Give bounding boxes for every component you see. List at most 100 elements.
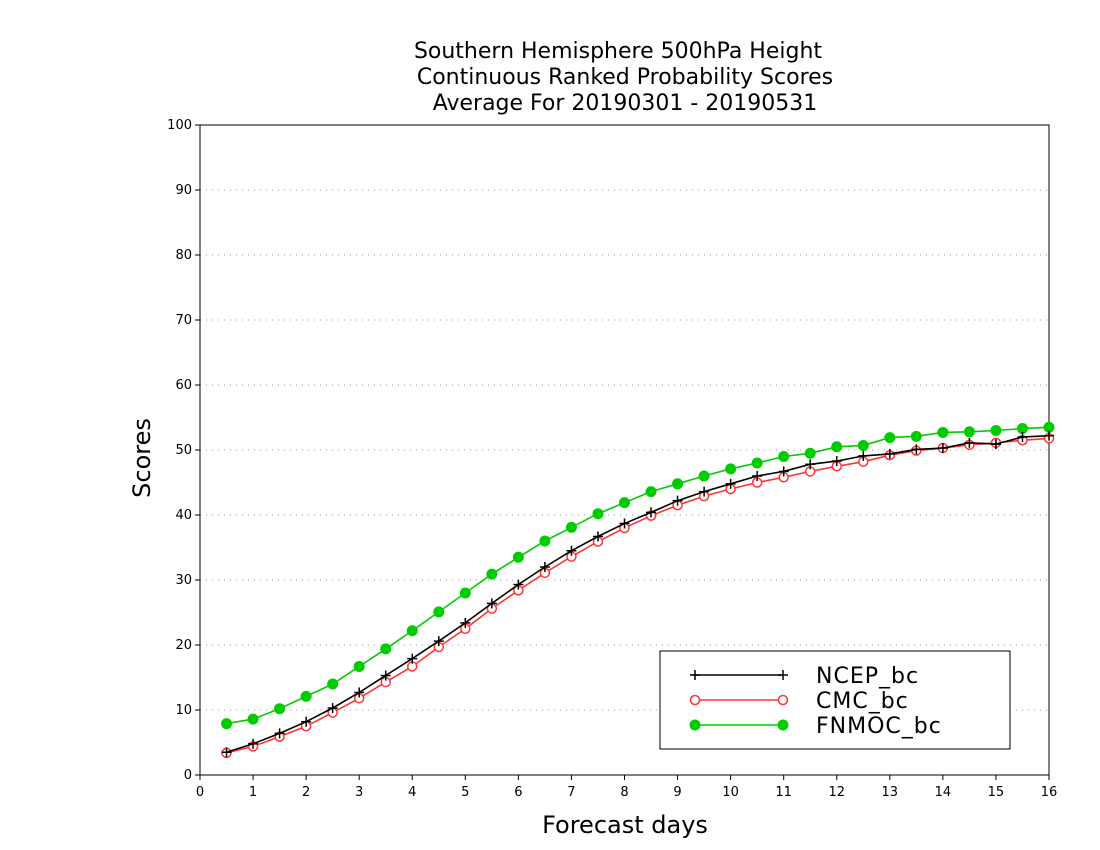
y-tick-label: 50 (175, 443, 192, 458)
x-tick-label: 7 (567, 785, 575, 800)
chart-title-line-3: Average For 20190301 - 20190531 (433, 91, 818, 116)
x-tick-label: 5 (461, 785, 469, 800)
y-tick-label: 0 (184, 768, 192, 783)
data-point-fnmoc-bc (751, 457, 763, 469)
data-point-fnmoc-bc (804, 447, 816, 459)
data-point-fnmoc-bc (778, 451, 790, 462)
y-tick-label: 20 (175, 638, 192, 653)
data-point-fnmoc-bc (645, 486, 657, 498)
legend-entry-fnmoc-bc: FNMOC_bc (689, 714, 942, 739)
data-point-fnmoc-bc (539, 535, 551, 547)
data-point-ncep-bc (858, 450, 869, 461)
data-point-ncep-bc (964, 437, 975, 448)
data-point-fnmoc-bc (565, 521, 577, 533)
data-point-ncep-bc (407, 653, 418, 664)
data-point-ncep-bc (1044, 430, 1054, 441)
legend-label-fnmoc-bc: FNMOC_bc (816, 714, 942, 739)
data-point-ncep-bc (646, 507, 657, 518)
data-point-ncep-bc (248, 738, 259, 749)
data-point-ncep-bc (725, 478, 736, 489)
data-point-ncep-bc (778, 466, 789, 477)
data-point-ncep-bc (937, 443, 948, 454)
data-point-fnmoc-bc (884, 432, 896, 444)
data-point-ncep-bc (1017, 432, 1028, 442)
x-tick-label: 15 (988, 785, 1005, 800)
legend-label-ncep-bc: NCEP_bc (816, 664, 919, 689)
chart-title-line-2: Continuous Ranked Probability Scores (417, 65, 833, 90)
data-point-ncep-bc (990, 439, 1001, 450)
data-point-fnmoc-bc (247, 713, 259, 725)
legend-entry-ncep-bc: NCEP_bc (690, 664, 919, 689)
data-point-fnmoc-bc (433, 606, 445, 618)
x-tick-label: 16 (1041, 785, 1058, 800)
series-ncep-bc (221, 430, 1054, 758)
legend-marker (689, 719, 701, 731)
x-tick-label: 8 (620, 785, 628, 800)
y-tick-label: 40 (175, 508, 192, 523)
y-tick-label: 60 (175, 378, 192, 393)
x-axis-ticks: 0 1 2 3 4 5 6 7 8 9 10 11 12 13 14 15 16 (196, 775, 1057, 800)
data-point-ncep-bc (592, 531, 603, 542)
x-tick-label: 4 (408, 785, 416, 800)
data-point-fnmoc-bc (857, 439, 869, 451)
legend-marker (689, 694, 701, 706)
data-point-fnmoc-bc (831, 441, 843, 453)
data-point-ncep-bc (566, 545, 577, 556)
legend-marker (690, 670, 700, 680)
data-point-fnmoc-bc (274, 703, 286, 715)
x-tick-label: 13 (882, 785, 899, 800)
y-tick-label: 70 (175, 313, 192, 328)
data-point-ncep-bc (221, 747, 232, 758)
data-point-fnmoc-bc (725, 463, 737, 475)
x-tick-label: 11 (775, 785, 792, 800)
x-tick-label: 14 (935, 785, 952, 800)
data-point-fnmoc-bc (406, 625, 418, 637)
y-tick-label: 10 (175, 703, 192, 718)
data-point-ncep-bc (831, 456, 842, 467)
legend-entry-cmc-bc: CMC_bc (689, 689, 909, 714)
x-tick-label: 0 (196, 785, 204, 800)
chart-title-line-1: Southern Hemisphere 500hPa Height (414, 39, 822, 64)
chart-title: Southern Hemisphere 500hPa Height Contin… (414, 39, 833, 116)
y-tick-label: 100 (167, 118, 192, 133)
data-point-ncep-bc (274, 728, 285, 739)
data-point-fnmoc-bc (619, 497, 630, 509)
legend-marker (777, 719, 789, 731)
legend-marker (777, 694, 789, 706)
x-tick-label: 3 (355, 785, 363, 800)
data-point-ncep-bc (672, 495, 683, 506)
data-point-fnmoc-bc (353, 660, 365, 672)
x-tick-label: 10 (722, 785, 739, 800)
data-point-fnmoc-bc (937, 426, 949, 438)
x-tick-label: 2 (302, 785, 310, 800)
x-tick-label: 9 (673, 785, 681, 800)
legend-label-cmc-bc: CMC_bc (816, 689, 909, 714)
data-point-fnmoc-bc (486, 568, 498, 580)
data-point-ncep-bc (539, 562, 550, 572)
data-point-ncep-bc (380, 670, 391, 681)
data-point-ncep-bc (619, 518, 630, 529)
data-point-ncep-bc (354, 687, 365, 698)
series-layer (221, 421, 1055, 759)
data-point-fnmoc-bc (672, 478, 684, 490)
data-point-ncep-bc (752, 471, 763, 481)
data-point-ncep-bc (911, 444, 922, 455)
data-point-fnmoc-bc (990, 425, 1002, 436)
data-point-ncep-bc (301, 716, 312, 727)
data-point-ncep-bc (805, 459, 816, 470)
y-axis-title: Scores (128, 418, 156, 498)
y-tick-label: 30 (175, 573, 192, 588)
data-point-fnmoc-bc (459, 587, 471, 599)
data-point-ncep-bc (884, 448, 895, 459)
data-point-fnmoc-bc (963, 426, 975, 438)
data-point-ncep-bc (327, 703, 338, 714)
x-tick-label: 6 (514, 785, 522, 800)
x-tick-label: 1 (249, 785, 257, 800)
data-point-ncep-bc (460, 617, 471, 628)
y-tick-label: 90 (175, 183, 192, 198)
data-point-fnmoc-bc (300, 690, 312, 702)
data-point-ncep-bc (433, 636, 444, 647)
data-point-ncep-bc (486, 598, 497, 609)
data-point-fnmoc-bc (592, 508, 604, 520)
